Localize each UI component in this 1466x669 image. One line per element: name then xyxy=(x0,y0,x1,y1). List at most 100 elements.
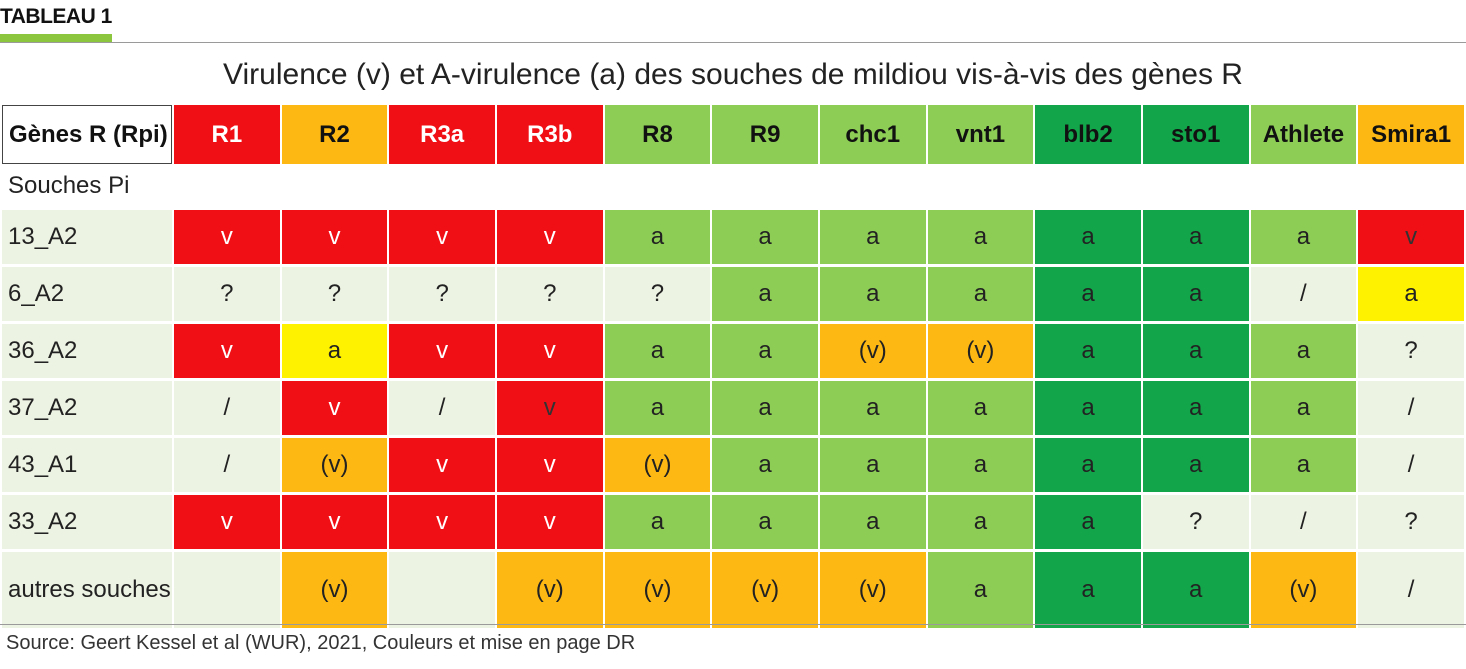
table-cell: a xyxy=(1250,378,1357,435)
table-number-tag: TABLEAU 1 xyxy=(0,5,112,28)
table-cell: v xyxy=(496,321,603,378)
virulence-table: Gènes R (Rpi) R1 R2 R3a R3b R8 R9 chc1 v… xyxy=(0,105,1466,628)
table-cell: a xyxy=(1142,549,1249,628)
footer-divider xyxy=(0,624,1466,625)
table-cell: ? xyxy=(496,264,603,321)
table-cell: ? xyxy=(174,264,280,321)
header-divider xyxy=(0,42,1466,43)
column-header: chc1 xyxy=(819,105,926,164)
table-cell: / xyxy=(174,378,280,435)
table-cell: v xyxy=(496,378,603,435)
table-cell: a xyxy=(927,549,1034,628)
table-cell: / xyxy=(1250,492,1357,549)
table-cell: a xyxy=(712,207,818,264)
source-note: Source: Geert Kessel et al (WUR), 2021, … xyxy=(6,632,636,654)
table-cell: (v) xyxy=(819,321,926,378)
column-header: blb2 xyxy=(1035,105,1141,164)
table-cell: a xyxy=(1142,207,1249,264)
table-cell: v xyxy=(496,435,603,492)
table-cell: a xyxy=(712,378,818,435)
column-header: R3a xyxy=(389,105,495,164)
table-cell: a xyxy=(819,378,926,435)
table-cell: a xyxy=(1035,378,1141,435)
table-cell: (v) xyxy=(604,549,711,628)
table-cell: a xyxy=(1035,549,1141,628)
table-cell: ? xyxy=(1142,492,1249,549)
tag-accent-bar xyxy=(0,34,112,42)
column-header: R9 xyxy=(712,105,818,164)
table-cell: a xyxy=(604,321,711,378)
table-cell: a xyxy=(927,435,1034,492)
table-row: 37_A2 / v / v a a a a a a a / xyxy=(2,378,1464,435)
table-cell: a xyxy=(819,492,926,549)
table-cell: ? xyxy=(1358,492,1464,549)
table-cell: a xyxy=(712,492,818,549)
table-cell: a xyxy=(712,435,818,492)
table-cell: / xyxy=(389,378,495,435)
table-cell: a xyxy=(927,264,1034,321)
column-header: vnt1 xyxy=(927,105,1034,164)
table-row: 36_A2 v a v v a a (v) (v) a a a ? xyxy=(2,321,1464,378)
table-cell: v xyxy=(174,321,280,378)
table-cell: v xyxy=(174,207,280,264)
table-cell: / xyxy=(1358,435,1464,492)
table-cell: (v) xyxy=(604,435,711,492)
table-cell: a xyxy=(604,378,711,435)
table-cell: a xyxy=(1035,264,1141,321)
table-cell: ? xyxy=(1358,321,1464,378)
table-cell: a xyxy=(1035,435,1141,492)
column-header: R3b xyxy=(496,105,603,164)
table-cell: ? xyxy=(389,264,495,321)
table-cell: (v) xyxy=(819,549,926,628)
table-row: 13_A2 v v v v a a a a a a a v xyxy=(2,207,1464,264)
table-cell: a xyxy=(1142,378,1249,435)
table-cell: a xyxy=(1250,207,1357,264)
table-cell: a xyxy=(604,207,711,264)
table-cell: a xyxy=(712,321,818,378)
corner-header: Gènes R (Rpi) xyxy=(2,105,172,164)
table-cell: a xyxy=(281,321,388,378)
table-cell: (v) xyxy=(712,549,818,628)
table-cell: a xyxy=(927,378,1034,435)
table-cell: a xyxy=(1142,321,1249,378)
table-cell: v xyxy=(174,492,280,549)
table-cell: a xyxy=(1250,321,1357,378)
row-label: autres souches xyxy=(2,549,172,628)
row-label: 43_A1 xyxy=(2,435,172,492)
table-cell: a xyxy=(927,492,1034,549)
column-header: Athlete xyxy=(1250,105,1357,164)
column-header: sto1 xyxy=(1142,105,1249,164)
column-header: R8 xyxy=(604,105,711,164)
table-cell: a xyxy=(1250,435,1357,492)
table-cell: (v) xyxy=(927,321,1034,378)
table-cell: a xyxy=(1035,321,1141,378)
table-cell: / xyxy=(174,435,280,492)
table-cell: v xyxy=(389,435,495,492)
table-cell: v xyxy=(496,492,603,549)
table-cell: a xyxy=(1142,264,1249,321)
table-cell: / xyxy=(1250,264,1357,321)
table-cell: v xyxy=(1358,207,1464,264)
table-cell: v xyxy=(389,207,495,264)
table-cell xyxy=(174,549,280,628)
strain-subheader-row: Souches Pi xyxy=(2,164,1464,207)
table-cell: ? xyxy=(281,264,388,321)
table-row: 33_A2 v v v v a a a a a ? / ? xyxy=(2,492,1464,549)
row-label: 13_A2 xyxy=(2,207,172,264)
column-header: Smira1 xyxy=(1358,105,1464,164)
table-cell: v xyxy=(496,207,603,264)
column-header: R2 xyxy=(281,105,388,164)
table-row: 6_A2 ? ? ? ? ? a a a a a / a xyxy=(2,264,1464,321)
table-cell: a xyxy=(819,264,926,321)
table-cell xyxy=(389,549,495,628)
table-cell: a xyxy=(1035,207,1141,264)
column-header: R1 xyxy=(174,105,280,164)
table-cell: a xyxy=(1358,264,1464,321)
strain-subheader: Souches Pi xyxy=(2,164,172,207)
gene-header-row: Gènes R (Rpi) R1 R2 R3a R3b R8 R9 chc1 v… xyxy=(2,105,1464,164)
table-cell: (v) xyxy=(281,549,388,628)
table-cell: v xyxy=(281,492,388,549)
table-cell: (v) xyxy=(1250,549,1357,628)
table-cell: / xyxy=(1358,549,1464,628)
table-title: Virulence (v) et A-virulence (a) des sou… xyxy=(223,58,1243,91)
